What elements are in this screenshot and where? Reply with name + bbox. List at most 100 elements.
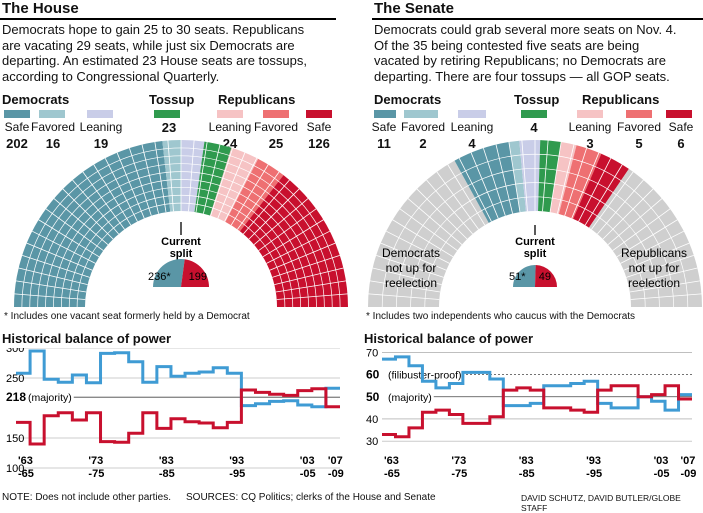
history-ytick-label: 100 — [6, 463, 24, 475]
house-cat-rep-safe: Safe — [306, 120, 332, 134]
house-rep-label: Republicans — [218, 92, 296, 107]
house-hemicycle: Current split 236* 199 — [14, 140, 348, 308]
house-cat-dem-safe: Safe — [4, 120, 30, 134]
house-swatch-dem-safe — [4, 110, 30, 118]
senate-split-rep-count: 49 — [539, 271, 551, 283]
senate-tossup-label: Tossup — [514, 92, 560, 107]
senate-hemicycle-seat-line — [629, 280, 701, 293]
house-split-label: split — [170, 248, 193, 260]
senate-split-label: split — [524, 248, 547, 260]
senate-dem-notup: Democrats — [382, 246, 440, 260]
senate-swatch-dem-leaning — [458, 110, 486, 118]
history-xtick-label: -75 — [451, 468, 467, 480]
house-split-pie-dem — [153, 259, 185, 287]
senate-hemicycle-seat-line — [628, 267, 698, 285]
senate-cat-rep-favored: Favored — [616, 120, 662, 134]
senate-hemicycle-seat-line — [508, 141, 521, 213]
senate-history-reflines: 60 (filibuster-proof) 50 (majority) — [364, 368, 692, 405]
senate-hemicycle-seat-line — [470, 152, 499, 219]
history-xtick-label: -09 — [681, 468, 697, 480]
house-hemicycle-seat-line — [210, 148, 233, 216]
house-split-pie-rep — [181, 259, 209, 287]
house-split-rep-count: 199 — [189, 271, 207, 283]
senate-count-dem-leaning: 4 — [468, 136, 476, 151]
history-xtick-label: '07 — [681, 455, 696, 467]
history-xtick-label: -65 — [384, 468, 400, 480]
senate-hemicycle-seat-line — [607, 198, 663, 245]
senate-count-rep-safe: 6 — [677, 136, 685, 151]
senate-split-dem-count: 51* — [509, 271, 526, 283]
history-xtick-label: -95 — [229, 468, 245, 480]
history-xtick-label: '73 — [451, 455, 466, 467]
house-hemicycle-seat-line — [26, 242, 93, 271]
senate-cat-dem-safe: Safe — [371, 120, 397, 134]
senate-hemicycle-seat-line — [591, 171, 634, 230]
house-hemicycle-segment — [225, 158, 284, 232]
house-hemicycle-seat-line — [258, 208, 317, 251]
house-hemicycle-seat-line — [141, 144, 159, 214]
senate-intro: Democrats could grab several more seats … — [374, 22, 703, 84]
history-refline-label-bg — [4, 391, 74, 406]
history-ytick-label: 40 — [366, 414, 378, 426]
history-xtick-label: '63 — [384, 455, 399, 467]
senate-cat-dem-favored: Favored — [400, 120, 446, 134]
senate-hemicycle: Current split 51* 49 Democrats not up fo… — [368, 140, 702, 308]
house-count-rep-safe: 126 — [308, 136, 330, 151]
house-swatch-rep-favored — [263, 110, 289, 118]
senate-history-yticks: 70 40 30 — [366, 348, 692, 448]
house-hemicycle-seat-line — [275, 280, 347, 293]
house-swatch-tossup — [154, 110, 180, 118]
senate-hemicycle-seat-line — [578, 158, 612, 222]
house-hemicycle-seat-line — [32, 230, 96, 264]
house-title: The House — [2, 0, 79, 17]
house-hemicycle-segment — [194, 141, 232, 216]
senate-hemicycle-seat-line — [597, 179, 644, 235]
house-count-rep-favored: 25 — [268, 136, 284, 151]
senate-hemicycle-seat-line — [542, 140, 549, 212]
senate-hemicycle-seat-line — [549, 141, 562, 213]
senate-seat-arcs — [368, 140, 702, 308]
senate-hemicycle-seat-line — [557, 144, 575, 214]
history-xtick-label: '03 — [654, 455, 669, 467]
history-refline-label-bg — [364, 390, 434, 405]
senate-hemicycle-seat-line — [392, 219, 454, 258]
house-hemicycle-segment — [239, 175, 348, 307]
house-count-dem-leaning: 19 — [93, 136, 109, 151]
house-hemicycle-seat-line — [217, 152, 246, 219]
house-note: * Includes one vacant seat formerly held… — [4, 311, 250, 322]
house-intro-line: according to Congressional Quarterly. — [2, 68, 220, 84]
senate-hemicycle-seat-line — [436, 171, 479, 230]
senate-dem-notup: not up for — [386, 261, 437, 275]
senate-count-tossup: 4 — [530, 120, 538, 135]
house-swatch-rep-leaning — [217, 110, 243, 118]
senate-hemicycle-seat-line — [630, 293, 702, 300]
house-hemicycle-seat-line — [62, 188, 114, 240]
house-hemicycle-seat-line — [262, 219, 324, 258]
senate-hemicycle-seat-line — [416, 188, 468, 240]
house-cat-dem-leaning: Leaning — [79, 120, 123, 134]
senate-hemicycle-segment — [573, 153, 629, 228]
senate-hemicycle-seat-line — [623, 242, 690, 271]
senate-history-title: Historical balance of power — [364, 331, 534, 346]
history-xtick-label: '83 — [159, 455, 174, 467]
senate-hemicycle-segment — [508, 140, 526, 213]
senate-intro-line: vacated by retiring Republicans; no Demo… — [374, 53, 666, 68]
senate-intro-line: Democrats could grab several more seats … — [374, 22, 677, 37]
house-cat-rep-favored: Favored — [253, 120, 299, 134]
footer-note: NOTE: Does not include other parties. — [2, 492, 171, 503]
house-history-reflines: 218 (majority) — [4, 390, 340, 406]
senate-hemicycle-seat-line — [620, 230, 684, 264]
senate-swatch-dem-favored — [404, 110, 438, 118]
house-swatch-rep-safe — [306, 110, 332, 118]
house-history-title: Historical balance of power — [2, 331, 172, 346]
house-hemicycle-seat-line — [224, 158, 258, 222]
house-hemicycle-seat-line — [230, 164, 269, 226]
senate-count-dem-safe: 11 — [377, 136, 391, 151]
senate-hemicycle-seat-line — [612, 208, 671, 251]
senate-hemicycle-seat-line — [426, 179, 473, 235]
house-hemicycle-seat-line — [129, 148, 152, 216]
senate-count-dem-favored: 2 — [419, 136, 427, 151]
senate-swatch-tossup — [521, 110, 547, 118]
history-xtick-label: '07 — [328, 455, 343, 467]
history-refline-label: 218 — [6, 390, 26, 404]
